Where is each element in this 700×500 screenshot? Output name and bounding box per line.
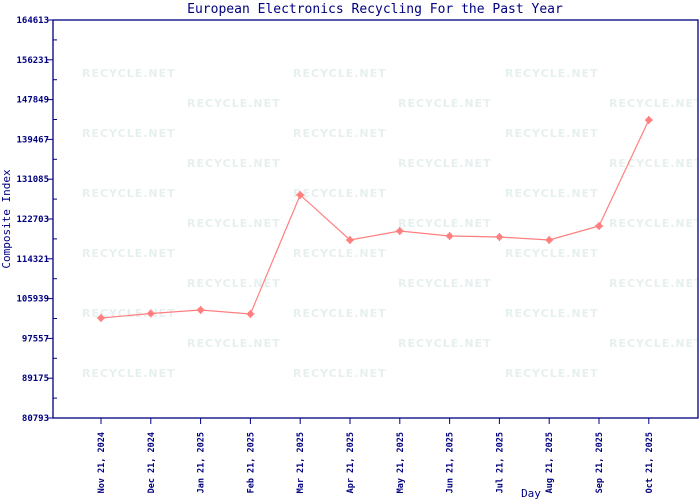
y-tick-label: 97557 <box>22 334 49 344</box>
data-point <box>395 226 404 235</box>
y-tick-label: 164613 <box>16 16 49 26</box>
watermark-text: RECYCLE.NET <box>293 67 387 80</box>
data-point-cross <box>146 309 155 318</box>
data-point <box>545 236 554 245</box>
axes: 80793 89175 97557 105939 114321 122703 131085 1… <box>16 16 654 493</box>
data-point-cross <box>296 190 305 199</box>
data-point <box>196 305 205 314</box>
watermark-text: RECYCLE.NET <box>505 367 599 380</box>
data-point-cross <box>196 305 205 314</box>
x-tick-label: Oct 21, 2025 <box>645 432 655 493</box>
series <box>97 116 653 323</box>
watermark-text: RECYCLE.NET <box>187 97 281 110</box>
watermark-text: RECYCLE.NET <box>398 337 492 350</box>
data-point <box>296 190 305 199</box>
x-tick-label: Nov 21, 2024 <box>97 432 107 493</box>
x-tick-label: May 21, 2025 <box>396 432 406 493</box>
series-line <box>100 119 650 319</box>
data-point-cross <box>495 233 504 242</box>
watermark-text: RECYCLE.NET <box>609 217 700 230</box>
watermark-text: RECYCLE.NET <box>187 337 281 350</box>
y-tick-label: 122703 <box>16 215 49 225</box>
watermark-text: RECYCLE.NET <box>609 97 700 110</box>
data-point <box>246 309 255 318</box>
data-point-cross <box>595 221 603 230</box>
watermark-text: RECYCLE.NET <box>293 247 387 260</box>
chart-title: European Electronics Recycling For the P… <box>187 2 563 17</box>
y-tick-label: 139467 <box>16 135 49 145</box>
watermark-text: RECYCLE.NET <box>82 307 176 320</box>
data-point <box>146 309 155 318</box>
watermark-text: RECYCLE.NET <box>82 247 176 260</box>
watermark-text: RECYCLE.NET <box>293 127 387 140</box>
watermark-text: RECYCLE.NET <box>82 187 176 200</box>
data-point-cross <box>395 226 404 235</box>
data-point-cross <box>97 314 105 323</box>
data-point <box>595 221 603 230</box>
data-point-cross <box>644 116 653 125</box>
data-point <box>495 233 504 242</box>
watermark-text: RECYCLE.NET <box>609 277 700 290</box>
y-tick-label: 147849 <box>16 96 49 106</box>
data-point-cross <box>545 236 554 245</box>
watermark-text: RECYCLE.NET <box>505 127 599 140</box>
watermark-text: RECYCLE.NET <box>293 367 387 380</box>
data-point <box>346 236 354 245</box>
x-axis-label: Day <box>521 487 541 500</box>
y-tick-label: 131085 <box>16 175 49 185</box>
watermark-text: RECYCLE.NET <box>398 157 492 170</box>
watermark-text: RECYCLE.NET <box>187 217 281 230</box>
data-point <box>97 314 105 323</box>
x-tick-label: Apr 21, 2025 <box>346 432 356 493</box>
watermark-text: RECYCLE.NET <box>82 367 176 380</box>
data-point-cross <box>246 309 255 318</box>
watermark-text: RECYCLE.NET <box>82 67 176 80</box>
watermark-layer: RECYCLE.NET RECYCLE.NET RECYCLE.NET RECYCLE… <box>82 67 700 380</box>
watermark-text: RECYCLE.NET <box>293 187 387 200</box>
watermark-text: RECYCLE.NET <box>187 157 281 170</box>
watermark-text: RECYCLE.NET <box>187 277 281 290</box>
y-axis-label: Composite Index <box>0 169 13 269</box>
y-tick-label: 156231 <box>16 56 49 66</box>
watermark-text: RECYCLE.NET <box>609 157 700 170</box>
watermark-text: RECYCLE.NET <box>609 337 700 350</box>
data-point-cross <box>346 236 354 245</box>
x-tick-label: Dec 21, 2024 <box>147 432 157 493</box>
data-point <box>644 116 653 125</box>
watermark-text: RECYCLE.NET <box>505 307 599 320</box>
y-tick-label: 89175 <box>22 374 49 384</box>
data-point <box>445 232 454 241</box>
watermark-text: RECYCLE.NET <box>398 277 492 290</box>
watermark-text: RECYCLE.NET <box>82 127 176 140</box>
watermark-text: RECYCLE.NET <box>505 247 599 260</box>
watermark-text: RECYCLE.NET <box>505 187 599 200</box>
x-tick-label: Jun 21, 2025 <box>446 432 456 493</box>
x-tick-label: Mar 21, 2025 <box>296 432 306 493</box>
data-point-cross <box>445 232 454 241</box>
watermark-text: RECYCLE.NET <box>398 217 492 230</box>
watermark-text: RECYCLE.NET <box>293 307 387 320</box>
y-tick-label: 114321 <box>16 255 49 265</box>
watermark-text: RECYCLE.NET <box>398 97 492 110</box>
x-tick-label: Jul 21, 2025 <box>495 432 505 493</box>
x-tick-label: Sep 21, 2025 <box>595 432 605 493</box>
y-tick-label: 80793 <box>22 414 49 424</box>
y-tick-label: 105939 <box>16 295 49 305</box>
watermark-text: RECYCLE.NET <box>505 67 599 80</box>
x-tick-label: Feb 21, 2025 <box>246 432 256 493</box>
x-tick-label: Jan 21, 2025 <box>197 432 207 493</box>
x-tick-label: Aug 21, 2025 <box>545 432 555 493</box>
